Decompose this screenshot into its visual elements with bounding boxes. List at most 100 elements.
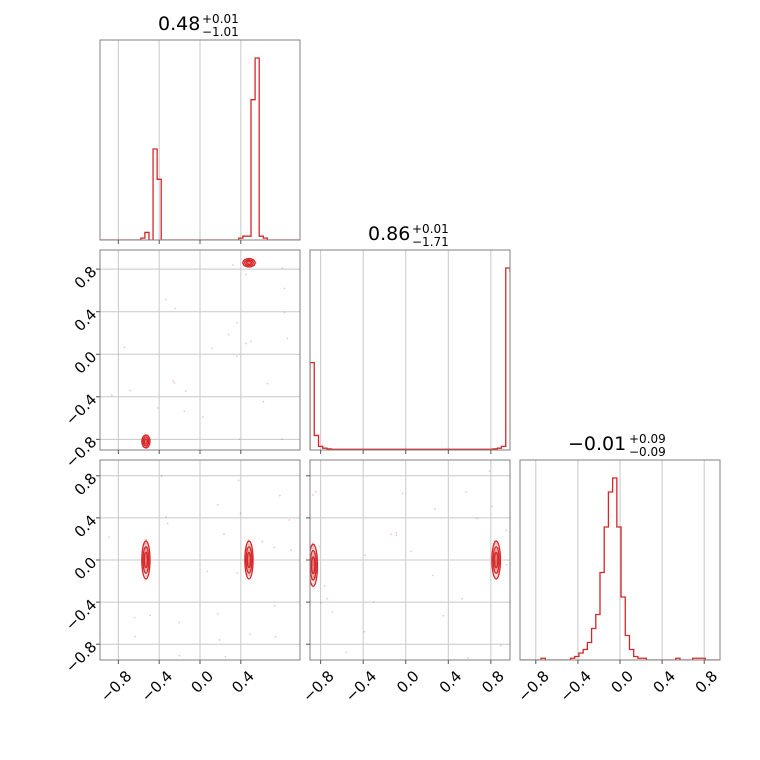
histogram-param-2 [310,267,510,450]
sample-point [491,505,494,508]
title-param-3-minus: −0.09 [629,445,666,459]
sample-point [311,494,314,496]
tick-label-x-c2-0: −0.8 [514,667,552,705]
sample-point [160,474,163,477]
title-param-1-median: 0.48 [158,13,200,35]
sample-point [345,651,348,654]
tick-label-y-r2-2: 0.0 [71,554,101,584]
sample-point [363,630,366,633]
sample-point [246,261,249,264]
sample-point [308,570,310,572]
sample-point [202,415,204,418]
sample-point [364,554,367,557]
sample-point [248,574,251,576]
tick-label-y-r1-1: −0.4 [62,390,100,428]
sample-point [495,543,498,546]
sample-point [312,575,315,578]
sample-point [211,347,214,350]
sample-point [318,545,321,548]
sample-point [390,533,392,536]
sample-point [244,342,247,345]
tick-label-y-r1-2: 0.0 [71,348,101,378]
sample-point [262,400,265,403]
title-param-2-plus: +0.01 [412,222,449,236]
sample-point [173,307,176,310]
sample-point [145,562,148,565]
tick-label-y-r2-4: 0.8 [71,469,101,499]
tick-label-x-c0-2: 0.0 [187,667,217,697]
sample-point [250,340,252,343]
sample-point [223,533,225,536]
sample-point [280,438,283,440]
panel-frame-r1-c1 [309,249,511,451]
sample-point [144,543,146,546]
contour-level-3 [143,438,149,445]
sample-point [248,568,251,571]
sample-point [283,311,286,314]
tick-label-x-c2-2: 0.0 [607,667,637,697]
svg-text:0.48: 0.48 [158,13,200,35]
sample-point [165,516,168,518]
sample-point [247,544,250,547]
sample-point [216,503,219,506]
sample-point [145,439,147,442]
tick-label-x-c2-1: −0.4 [556,667,594,705]
sample-point [312,545,315,548]
sample-point [133,616,136,619]
sample-point [312,563,315,566]
sample-point [183,410,186,413]
sample-point [218,639,221,641]
contour-level-3 [493,551,499,569]
sample-point [145,538,148,541]
sample-point [461,597,463,600]
sample-point [273,604,276,607]
sample-point [108,536,110,539]
sample-point [235,355,238,358]
sample-point [442,614,445,617]
sample-point [145,440,148,443]
sample-point [326,597,328,600]
tick-label-x-c1-0: −0.8 [299,667,337,705]
tick-label-x-c0-3: 0.4 [228,667,258,697]
sample-point [145,538,148,541]
sample-point [206,570,209,573]
sample-point [278,494,281,497]
title-param-3: −0.01 +0.09 −0.09 [568,432,666,459]
sample-point [248,261,251,264]
sample-point [236,572,239,575]
sample-point [227,333,230,336]
contour-level-3 [143,551,149,569]
sample-point [499,644,502,647]
sample-point [505,563,508,566]
contour-level-3 [246,551,252,569]
sample-point [247,538,250,541]
sample-point [248,574,251,577]
sample-point [467,657,470,659]
sample-point [178,654,181,657]
tick-label-x-c1-3: 0.4 [436,667,466,697]
sample-point [311,564,314,567]
sample-point [247,543,250,546]
sample-point [239,512,242,515]
sample-point [216,612,219,615]
sample-point [249,633,252,636]
contour-level-3 [245,260,253,266]
sample-point [312,587,315,589]
sample-point [236,321,238,324]
sample-point [311,583,314,585]
sample-point [281,267,284,270]
sample-point [312,561,315,564]
sample-point [123,346,126,349]
tick-label-x-c1-2: 0.0 [393,667,423,697]
sample-point [178,621,180,624]
sample-point [314,490,317,493]
tick-label-y-r2-3: 0.4 [71,512,101,542]
tick-label-y-r2-1: −0.4 [62,596,100,634]
sample-point [432,574,434,577]
sample-point [273,546,276,549]
sample-point [494,575,497,578]
sample-point [248,550,251,553]
sample-point [144,544,147,547]
title-param-3-plus: +0.09 [629,432,666,446]
sample-point [237,479,240,482]
